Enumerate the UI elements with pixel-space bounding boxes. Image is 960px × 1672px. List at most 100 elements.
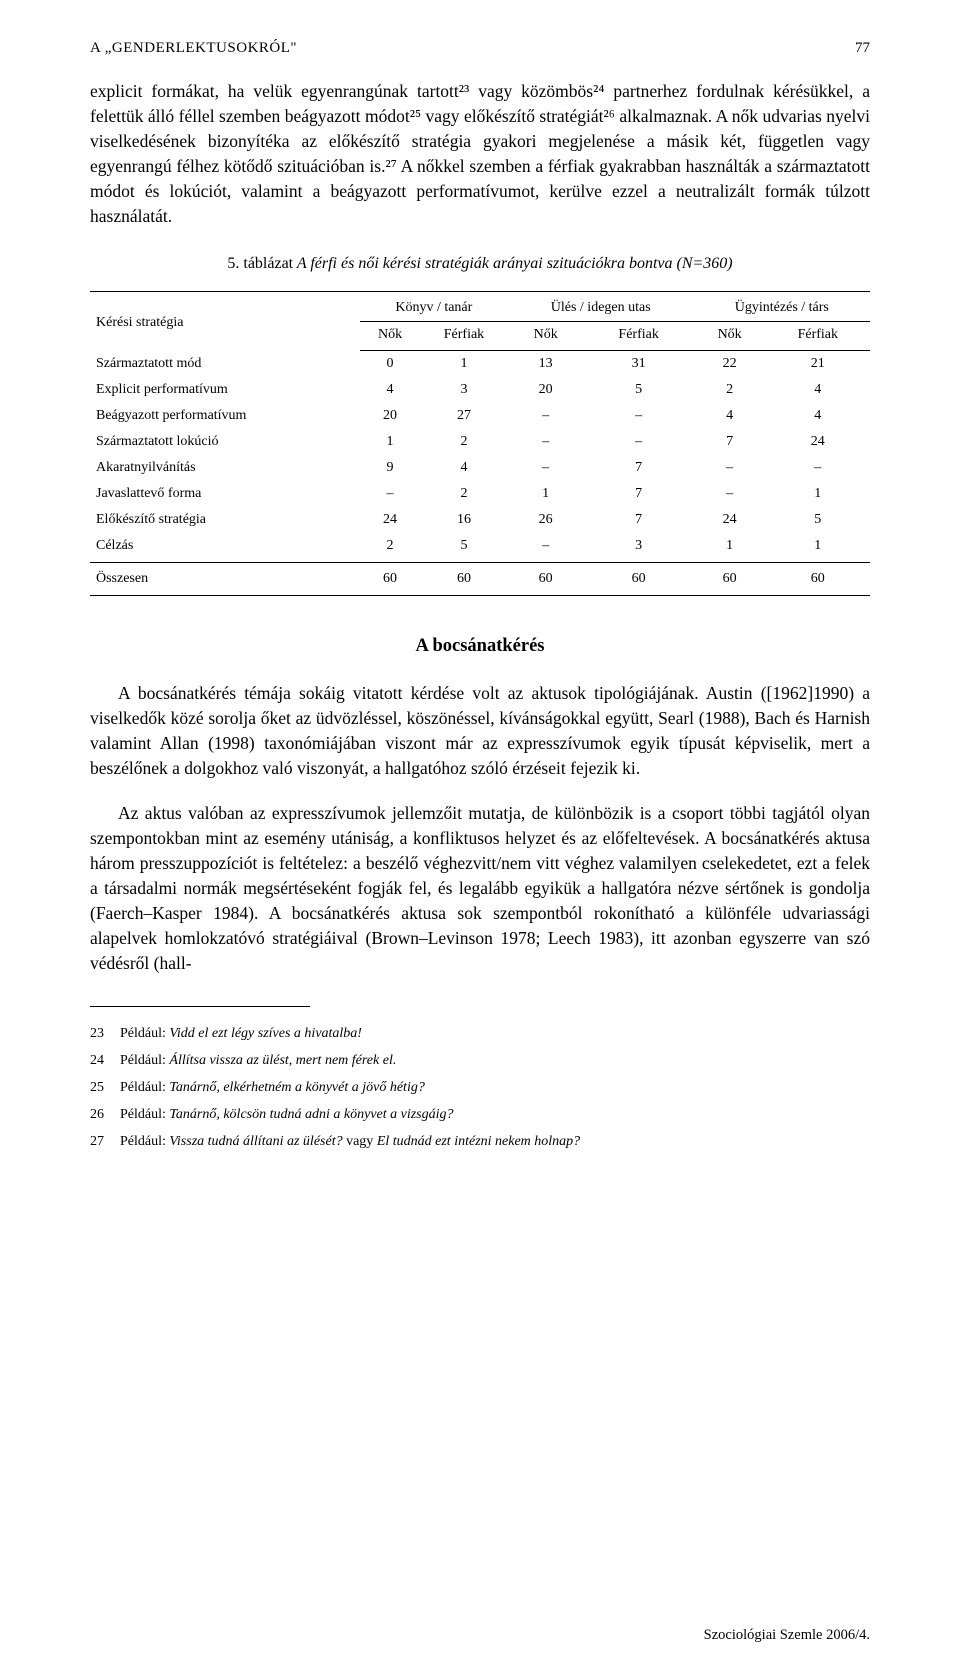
- table-cell: –: [694, 481, 766, 507]
- footnote: 23Például: Vidd el ezt légy szíves a hiv…: [90, 1025, 870, 1044]
- table-cell: 1: [420, 351, 508, 378]
- table-cell: 60: [694, 563, 766, 596]
- footnote: 26Például: Tanárnő, kölcsön tudná adni a…: [90, 1106, 870, 1125]
- table-cell: 26: [508, 507, 584, 533]
- footnote: 25Például: Tanárnő, elkérhetném a könyvé…: [90, 1079, 870, 1098]
- table-row-label: Akaratnyilvánítás: [90, 455, 360, 481]
- table-cell: 3: [584, 533, 694, 563]
- table-cell: 1: [766, 533, 870, 563]
- table-cell: 20: [508, 377, 584, 403]
- table-cell: 60: [584, 563, 694, 596]
- table-cell: –: [584, 403, 694, 429]
- table-cell: 20: [360, 403, 420, 429]
- table-cell: 31: [584, 351, 694, 378]
- footnote-number: 27: [90, 1133, 120, 1152]
- page-number: 77: [855, 40, 870, 57]
- footnote-number: 24: [90, 1052, 120, 1071]
- journal-footer: Szociológiai Szemle 2006/4.: [704, 1627, 870, 1644]
- footnote-text: Például: Vidd el ezt légy szíves a hivat…: [120, 1025, 870, 1044]
- table-cell: 21: [766, 351, 870, 378]
- table-cell: 4: [766, 377, 870, 403]
- table-row: Explicit performatívum4320524: [90, 377, 870, 403]
- table-row: Származtatott lokúció12––724: [90, 429, 870, 455]
- table-cell: –: [584, 429, 694, 455]
- table-body: Származtatott mód0113312221Explicit perf…: [90, 351, 870, 596]
- table-row-header: Kérési stratégia: [90, 292, 360, 351]
- table-cell: 2: [420, 481, 508, 507]
- footnote-number: 25: [90, 1079, 120, 1098]
- footnote: 27Például: Vissza tudná állítani az ülés…: [90, 1133, 870, 1152]
- table-cell: 1: [766, 481, 870, 507]
- table-row: Előkészítő stratégia2416267245: [90, 507, 870, 533]
- table-cell: 2: [694, 377, 766, 403]
- footnote-text: Például: Vissza tudná állítani az ülését…: [120, 1133, 870, 1152]
- footnote-text: Például: Tanárnő, kölcsön tudná adni a k…: [120, 1106, 870, 1125]
- table-cell: 5: [766, 507, 870, 533]
- table-cell: 4: [360, 377, 420, 403]
- footnote-rule: [90, 1006, 310, 1017]
- table-row: Akaratnyilvánítás94–7––: [90, 455, 870, 481]
- table-cell: 2: [360, 533, 420, 563]
- table-cell: –: [694, 455, 766, 481]
- table-cell: 60: [508, 563, 584, 596]
- footnote-number: 23: [90, 1025, 120, 1044]
- table-cell: 1: [360, 429, 420, 455]
- table-cell: 9: [360, 455, 420, 481]
- table-sub-ferfi: Férfiak: [766, 322, 870, 351]
- table-cell: 7: [584, 507, 694, 533]
- table-row-label: Javaslattevő forma: [90, 481, 360, 507]
- table-cell: 1: [694, 533, 766, 563]
- table-cell: 24: [360, 507, 420, 533]
- table-sub-nok: Nők: [508, 322, 584, 351]
- table-cell: –: [508, 455, 584, 481]
- table-cell: 7: [584, 455, 694, 481]
- table-row: Beágyazott performatívum2027––44: [90, 403, 870, 429]
- table-cell: 0: [360, 351, 420, 378]
- table-sub-nok: Nők: [694, 322, 766, 351]
- table-row-label: Származtatott lokúció: [90, 429, 360, 455]
- table-row-label: Előkészítő stratégia: [90, 507, 360, 533]
- table-cell: 27: [420, 403, 508, 429]
- table-caption: 5. táblázat A férfi és női kérési straté…: [90, 255, 870, 273]
- table-cell: 4: [694, 403, 766, 429]
- table-cell: –: [508, 403, 584, 429]
- table-sub-nok: Nők: [360, 322, 420, 351]
- table-cell: –: [360, 481, 420, 507]
- table-cell: 60: [766, 563, 870, 596]
- strategy-table: Kérési stratégia Könyv / tanár Ülés / id…: [90, 291, 870, 596]
- table-cell: 4: [420, 455, 508, 481]
- paragraph-2: A bocsánatkérés témája sokáig vitatott k…: [90, 681, 870, 781]
- table-row-label: Explicit performatívum: [90, 377, 360, 403]
- table-row-label: Célzás: [90, 533, 360, 563]
- table-cell: 24: [694, 507, 766, 533]
- table-group-3: Ügyintézés / társ: [694, 292, 870, 322]
- footnote-number: 26: [90, 1106, 120, 1125]
- section-heading: A bocsánatkérés: [90, 636, 870, 657]
- table-cell: 24: [766, 429, 870, 455]
- footnote: 24Például: Állítsa vissza az ülést, mert…: [90, 1052, 870, 1071]
- table-total-row: Összesen606060606060: [90, 563, 870, 596]
- table-cell: 60: [360, 563, 420, 596]
- table-caption-text: A férfi és női kérési stratégiák arányai…: [293, 255, 733, 272]
- table-total-label: Összesen: [90, 563, 360, 596]
- table-cell: 3: [420, 377, 508, 403]
- table-sub-ferfi: Férfiak: [420, 322, 508, 351]
- table-row: Célzás25–311: [90, 533, 870, 563]
- table-cell: 4: [766, 403, 870, 429]
- footnotes: 23Például: Vidd el ezt légy szíves a hiv…: [90, 1025, 870, 1151]
- paragraph-1: explicit formákat, ha velük egyenrangúna…: [90, 79, 870, 229]
- table-cell: 5: [584, 377, 694, 403]
- running-header: A „GENDERLEKTUSOKRÓL" 77: [90, 40, 870, 57]
- table-cell: 2: [420, 429, 508, 455]
- table-row: Javaslattevő forma–217–1: [90, 481, 870, 507]
- table-cell: –: [508, 533, 584, 563]
- table-row: Származtatott mód0113312221: [90, 351, 870, 378]
- footnote-text: Például: Tanárnő, elkérhetném a könyvét …: [120, 1079, 870, 1098]
- table-cell: 16: [420, 507, 508, 533]
- table-cell: 1: [508, 481, 584, 507]
- paragraph-3: Az aktus valóban az expresszívumok jelle…: [90, 801, 870, 976]
- table-group-2: Ülés / idegen utas: [508, 292, 694, 322]
- table-cell: 13: [508, 351, 584, 378]
- table-caption-number: 5. táblázat: [227, 255, 293, 272]
- table-cell: –: [508, 429, 584, 455]
